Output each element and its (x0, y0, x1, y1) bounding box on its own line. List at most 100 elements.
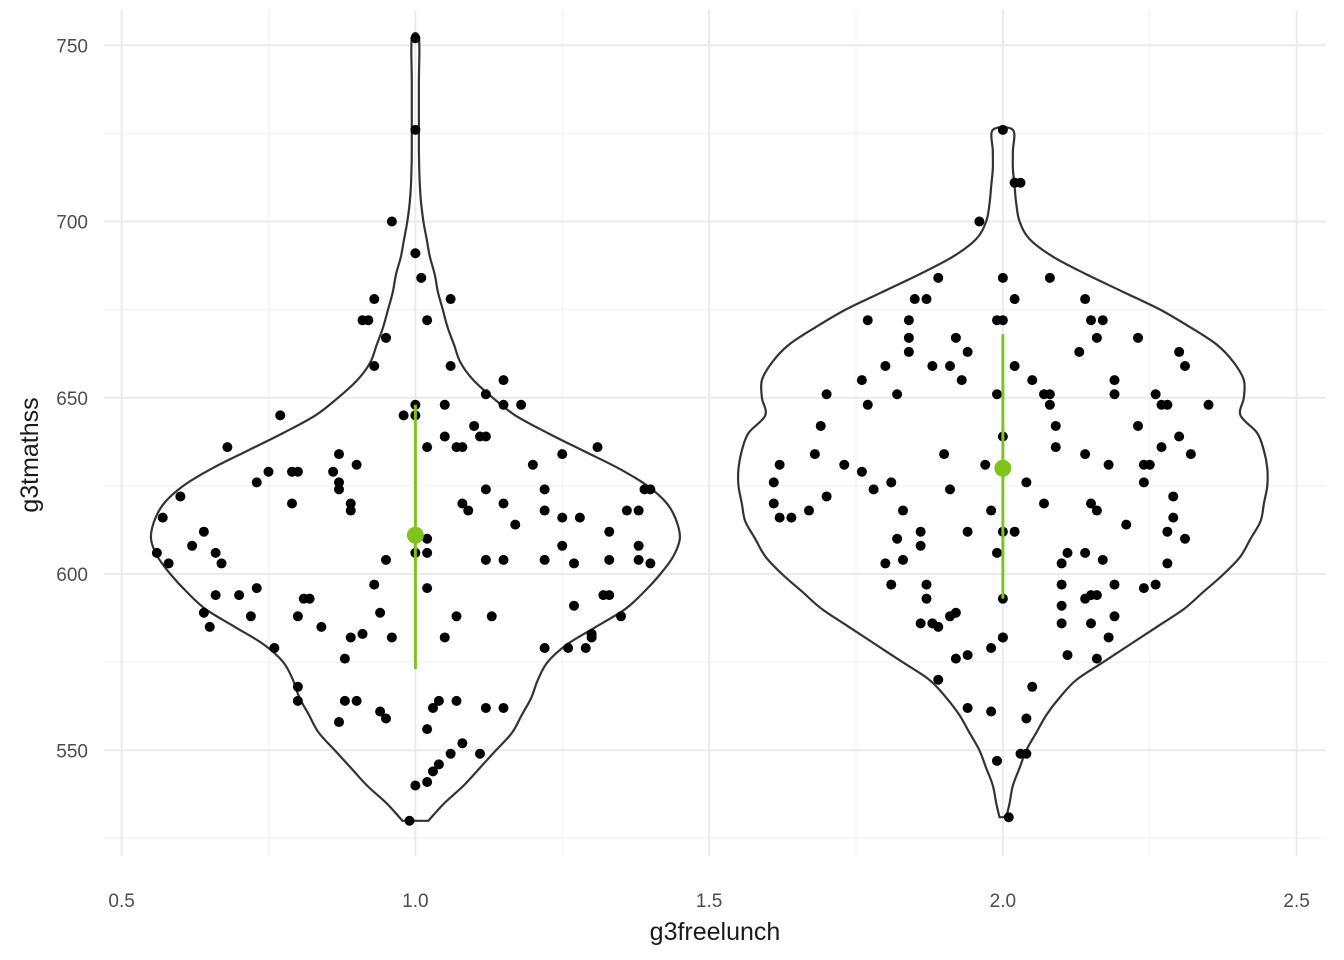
x-axis-tick-labels: 0.5 1.0 1.5 2.0 2.5 (108, 891, 1309, 912)
data-point (187, 540, 198, 551)
data-point (1174, 346, 1185, 357)
data-point (234, 590, 245, 601)
data-point (909, 294, 920, 305)
data-point (363, 315, 374, 326)
data-point (381, 332, 391, 343)
data-point (1168, 491, 1179, 502)
data-point (375, 607, 386, 618)
data-point (821, 389, 832, 400)
data-point (962, 650, 973, 661)
data-point (369, 579, 380, 590)
y-tick-label: 750 (56, 36, 88, 57)
data-point (480, 484, 491, 495)
data-point (992, 389, 1002, 400)
data-point (1039, 498, 1049, 509)
data-point (334, 449, 344, 460)
data-point (451, 695, 462, 706)
mean-point (994, 459, 1012, 477)
data-point (428, 702, 438, 713)
data-point (1180, 361, 1190, 372)
data-point (1091, 653, 1102, 664)
data-point (1080, 294, 1091, 305)
data-point (880, 361, 891, 372)
data-point (251, 477, 262, 488)
data-point (422, 533, 433, 544)
y-tick-label: 600 (56, 565, 88, 586)
data-point (786, 512, 797, 523)
data-point (1027, 375, 1038, 386)
data-point (210, 590, 221, 601)
data-point (1109, 389, 1120, 400)
data-point (375, 706, 386, 717)
data-point (516, 399, 527, 410)
data-point (557, 540, 568, 551)
data-point (1109, 611, 1120, 622)
data-point (463, 505, 474, 516)
data-point (1138, 477, 1149, 488)
data-point (633, 505, 644, 516)
data-point (1009, 526, 1020, 537)
data-point (1162, 558, 1173, 569)
y-axis-tick-labels: 550 600 650 700 750 (56, 36, 88, 762)
data-point (645, 484, 656, 495)
data-point (915, 618, 926, 629)
data-point (997, 632, 1008, 643)
data-point (1027, 681, 1038, 692)
data-point (381, 554, 391, 565)
data-point (1074, 346, 1085, 357)
data-point (1080, 547, 1091, 558)
data-point (1056, 558, 1067, 569)
data-point (287, 498, 297, 509)
data-point (868, 484, 879, 495)
data-point (498, 498, 509, 509)
data-point (410, 33, 421, 44)
data-point (469, 420, 480, 431)
data-point (950, 332, 961, 343)
data-point (539, 554, 550, 565)
data-point (1097, 554, 1108, 565)
data-point (1009, 294, 1020, 305)
mean-point (406, 526, 424, 544)
data-point (345, 498, 356, 509)
data-point (475, 748, 485, 759)
y-tick-label: 700 (56, 213, 88, 234)
data-point (856, 375, 867, 386)
data-point (768, 477, 779, 488)
data-point (445, 748, 456, 759)
data-point (903, 315, 914, 326)
data-point (345, 505, 356, 516)
data-point (950, 607, 961, 618)
y-axis-title: g3tmathss (16, 397, 44, 512)
data-point (422, 315, 433, 326)
data-point (915, 526, 926, 537)
data-point (433, 759, 444, 770)
data-point (945, 361, 955, 372)
data-point (604, 590, 615, 601)
data-point (216, 558, 227, 569)
data-point (774, 512, 785, 523)
data-point (410, 124, 421, 135)
data-point (275, 410, 286, 421)
data-point (980, 459, 991, 470)
mean-indicators (406, 334, 1012, 670)
data-point (404, 815, 415, 826)
data-point (621, 505, 632, 516)
data-point (498, 375, 509, 386)
data-point (856, 466, 867, 477)
data-point (986, 706, 997, 717)
data-point (451, 611, 462, 622)
data-point (1021, 748, 1032, 759)
data-point (962, 702, 973, 713)
data-point (175, 491, 186, 502)
data-point (410, 248, 421, 259)
x-tick-label: 1.0 (402, 891, 428, 912)
data-point (903, 346, 914, 357)
data-point (157, 512, 168, 523)
data-point (422, 583, 433, 594)
data-point (1021, 713, 1032, 724)
data-point (334, 484, 344, 495)
data-point (1162, 399, 1173, 410)
data-point (962, 526, 973, 537)
minor-gridlines (104, 10, 1326, 856)
data-point (1150, 579, 1161, 590)
